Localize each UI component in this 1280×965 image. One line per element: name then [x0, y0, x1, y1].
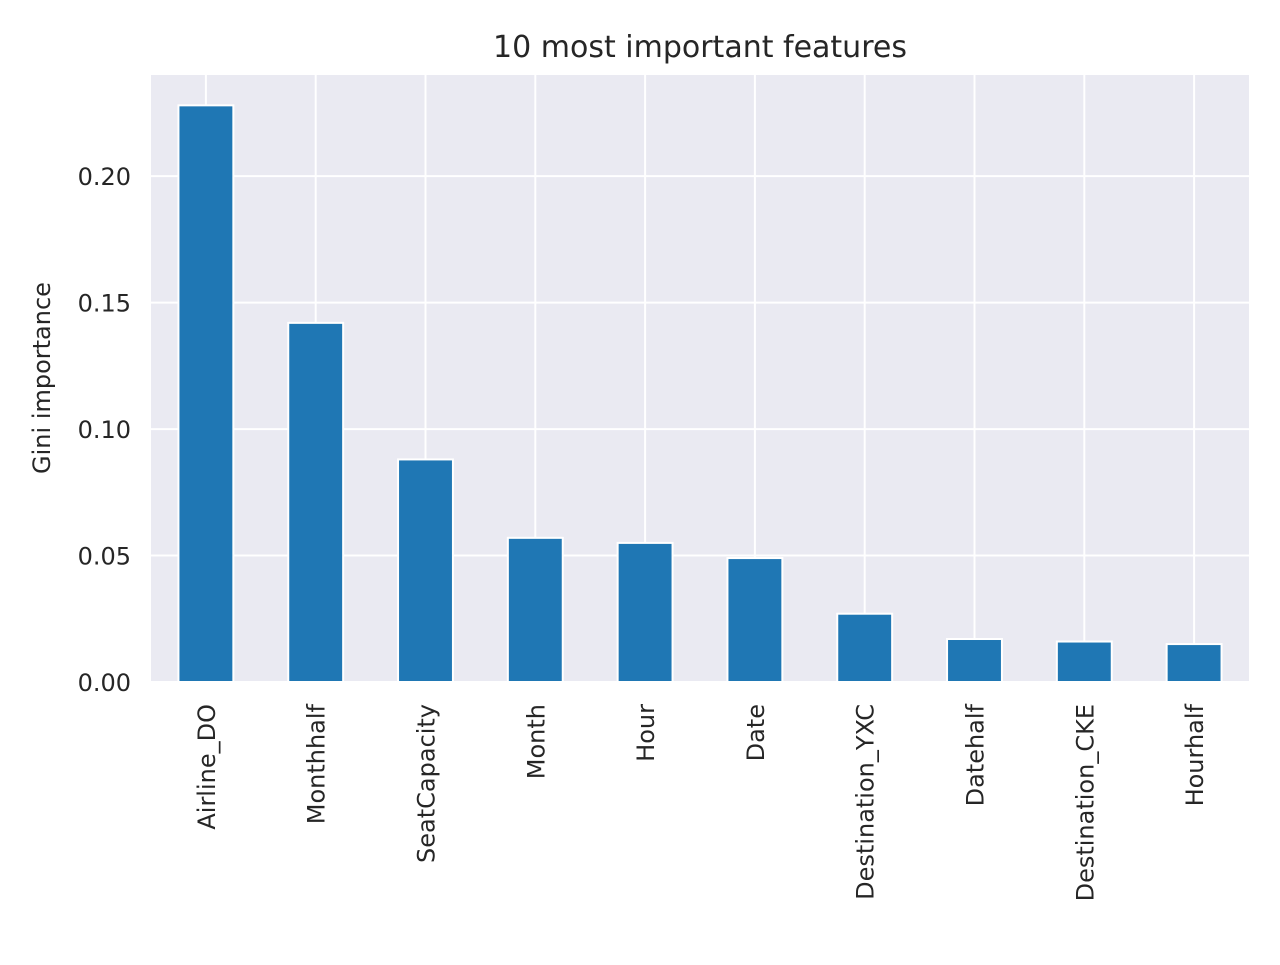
bar-destination-cke — [1055, 640, 1113, 683]
y-tick-label: 0.20 — [78, 163, 131, 191]
y-tick-label: 0.05 — [78, 543, 131, 571]
bar-monthhalf — [287, 321, 345, 683]
bar-destination-yxc — [836, 612, 894, 684]
x-tick-label: SeatCapacity — [413, 704, 441, 863]
y-axis-label: Gini importance — [28, 282, 56, 474]
x-tick-label: Month — [522, 704, 550, 779]
x-tick-label: Airline_DO — [193, 704, 221, 830]
x-tick-label: Monthhalf — [303, 703, 331, 824]
bar-datehalf — [946, 638, 1003, 683]
bar-airline-do — [177, 104, 235, 684]
bar-hour — [616, 541, 674, 683]
x-tick-label: Date — [742, 704, 770, 761]
y-tick-label: 0.15 — [78, 290, 131, 318]
bar-seatcapacity — [397, 458, 454, 683]
x-tick-label: Hourhalf — [1181, 703, 1209, 806]
x-tick-label: Datehalf — [962, 703, 990, 806]
bar-month — [506, 536, 564, 684]
y-tick-label: 0.00 — [78, 669, 131, 697]
x-tick-label: Destination_CKE — [1071, 704, 1099, 901]
x-tick-label: Destination_YXC — [852, 704, 880, 900]
chart-title: 10 most important features — [493, 30, 907, 65]
bar-date — [726, 557, 784, 684]
bar-hourhalf — [1165, 643, 1223, 683]
y-tick-label: 0.10 — [78, 416, 131, 444]
x-tick-label: Hour — [632, 704, 660, 762]
